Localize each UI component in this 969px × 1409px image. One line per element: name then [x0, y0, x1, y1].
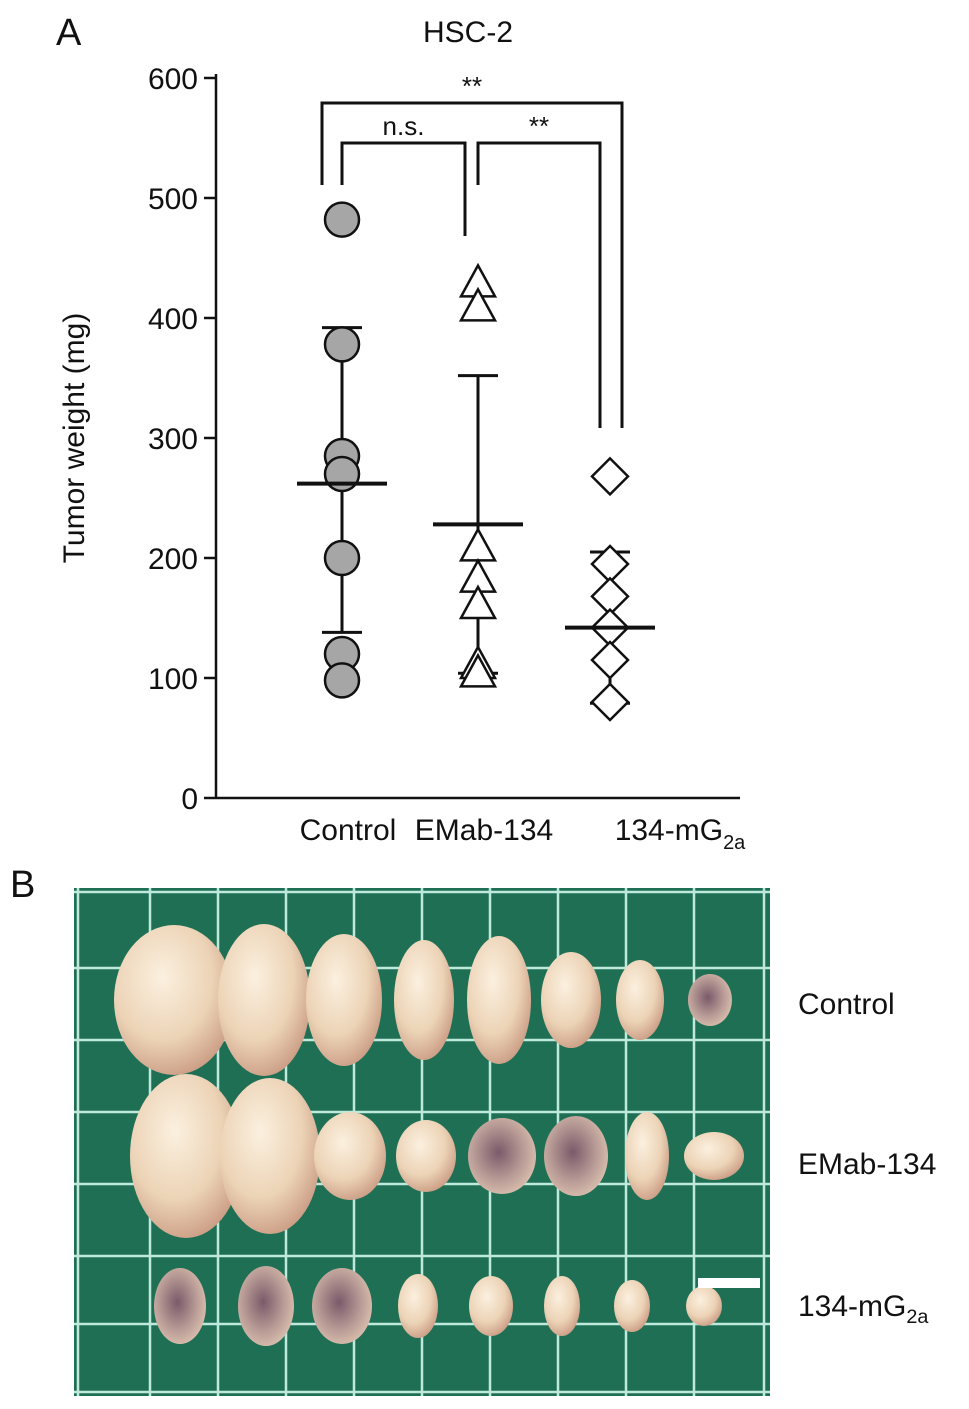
tumor-sample: [467, 936, 531, 1064]
data-point: [590, 456, 630, 497]
y-tick-label: 100: [148, 663, 198, 696]
data-point: [458, 526, 498, 562]
y-tick-label: 200: [148, 543, 198, 576]
significance-control-vs-134mg2a-label: **: [462, 71, 482, 101]
y-axis-label: Tumor weight (mg): [58, 313, 91, 564]
data-point: [590, 640, 630, 680]
tumor-sample: [686, 1286, 722, 1326]
panel-a-label: A: [56, 12, 82, 54]
tumor-sample: [394, 940, 454, 1060]
y-tick-label: 300: [148, 423, 198, 456]
tumor-sample: [468, 1118, 536, 1194]
tumor-sample: [544, 1276, 580, 1336]
y-tick-label: 0: [181, 783, 198, 816]
tumor-photo: [74, 888, 770, 1396]
tumor-sample: [625, 1112, 669, 1200]
photo-row-label-emab-134: EMab-134: [798, 1148, 937, 1181]
significance-emab134-vs-134mg2a-label: **: [529, 111, 549, 141]
photo-row-label-control: Control: [798, 988, 895, 1021]
data-point: [323, 539, 361, 577]
data-point: [590, 682, 630, 722]
data-point: [323, 326, 361, 363]
tumor-sample: [238, 1266, 294, 1346]
tumor-sample: [312, 1268, 372, 1344]
tumor-sample: [218, 924, 310, 1076]
y-tick-label: 400: [148, 303, 198, 336]
significance-control-vs-emab134-label: n.s.: [383, 111, 425, 141]
tumor-photo-image: [74, 888, 770, 1396]
data-point: [323, 662, 361, 699]
y-tick-label: 600: [148, 63, 198, 96]
chart-title: HSC-2: [423, 16, 513, 49]
y-tick-label: 500: [148, 183, 198, 216]
tumor-sample: [684, 1132, 744, 1180]
significance-control-vs-134mg2a: [320, 101, 624, 428]
tumor-sample: [130, 1074, 242, 1238]
tumor-sample: [314, 1112, 386, 1200]
tumor-sample: [541, 952, 601, 1048]
tumor-sample: [306, 934, 382, 1066]
x-category-label: Control: [300, 814, 397, 847]
data-point: [458, 584, 498, 620]
panel-b-label: B: [10, 864, 36, 906]
scale-bar: [698, 1278, 760, 1288]
data-point: [458, 652, 498, 688]
tumor-sample: [616, 960, 664, 1040]
tumor-sample: [614, 1280, 650, 1332]
photo-row-label-134-mg2a: 134-mG2a: [798, 1290, 929, 1328]
tumor-sample: [544, 1116, 608, 1196]
tumor-sample: [220, 1078, 320, 1234]
data-point: [458, 286, 498, 322]
data-point: [323, 455, 361, 493]
tumor-sample: [469, 1276, 513, 1336]
x-category-label: 134-mG2a: [615, 814, 746, 854]
tumor-sample: [688, 974, 732, 1026]
tumor-sample: [114, 925, 234, 1075]
tumor-weight-scatter-chart: HSC-2 0 100 200 300 400 500 600 Tumor weight (mg…: [58, 16, 746, 854]
tumor-sample: [154, 1268, 206, 1344]
significance-emab134-vs-134mg2a: [476, 141, 602, 428]
significance-control-vs-emab134: [340, 141, 467, 236]
tumor-sample: [396, 1120, 456, 1192]
data-point: [323, 201, 361, 238]
tumor-sample: [398, 1274, 438, 1338]
x-category-label: EMab-134: [415, 814, 553, 847]
